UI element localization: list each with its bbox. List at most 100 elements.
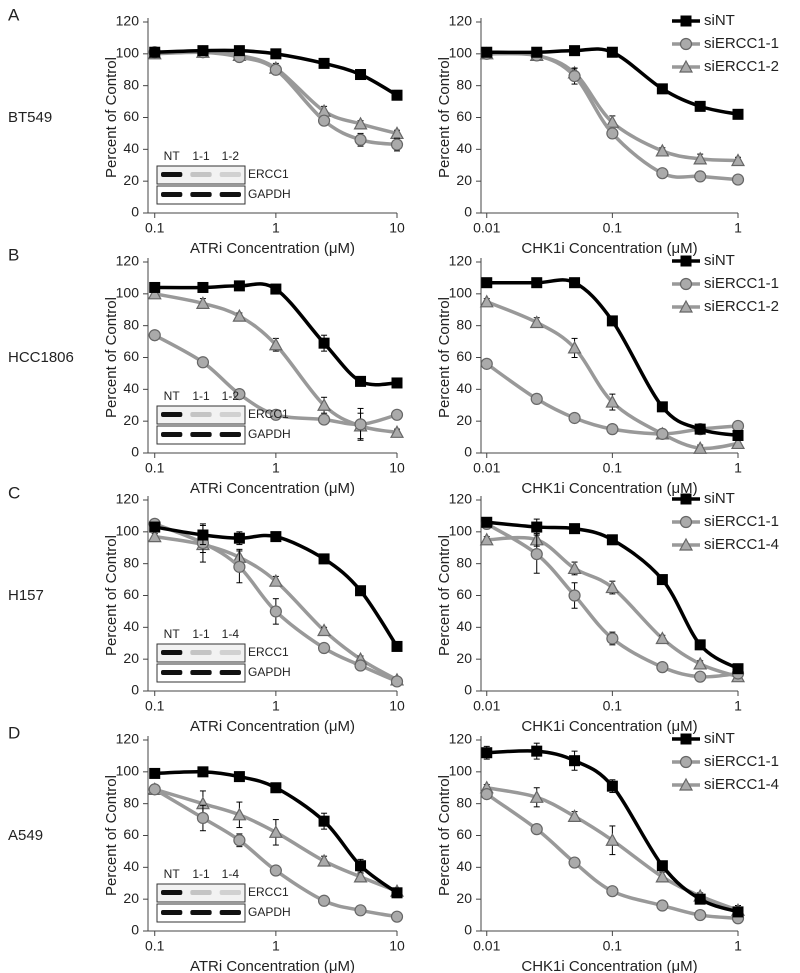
data-point [481, 516, 493, 528]
inset-protein-label: GAPDH [248, 905, 291, 919]
legend-marker [680, 733, 692, 745]
x-tick-label: 0.01 [473, 698, 500, 714]
inset-lane-label: NT [164, 627, 181, 641]
data-point [317, 853, 332, 867]
data-point [656, 860, 668, 872]
y-tick-label: 20 [123, 412, 139, 428]
data-point [732, 906, 744, 918]
data-point [530, 548, 543, 561]
y-tick-label: 40 [123, 858, 139, 874]
data-point [233, 45, 245, 57]
y-tick-label: 120 [449, 491, 473, 507]
data-point [605, 394, 620, 408]
data-point [606, 127, 619, 140]
data-point [606, 534, 618, 546]
x-axis-title: CHK1i Concentration (μM) [521, 240, 697, 257]
legend-marker [679, 277, 693, 291]
legend-marker [680, 255, 692, 267]
data-point [606, 885, 619, 898]
data-point [149, 521, 161, 533]
panel-letter: B [8, 245, 19, 264]
data-point [606, 46, 618, 58]
data-point [318, 553, 330, 565]
data-point [233, 834, 246, 847]
data-point [353, 116, 368, 130]
legend-marker [679, 37, 693, 51]
x-tick-label: 0.01 [473, 938, 500, 954]
x-axis-title: CHK1i Concentration (μM) [521, 958, 697, 973]
y-tick-label: 80 [123, 554, 139, 570]
data-point [232, 807, 247, 821]
data-point [605, 115, 620, 128]
data-point [318, 337, 330, 349]
data-point [655, 143, 670, 157]
data-point [269, 605, 282, 618]
y-tick-label: 20 [123, 890, 139, 906]
data-point [732, 663, 744, 675]
legend-label: siERCC1-2 [704, 298, 779, 315]
inset-lane-label: NT [164, 867, 181, 881]
data-point [317, 894, 331, 907]
data-point [147, 286, 162, 300]
y-tick-label: 0 [464, 444, 472, 460]
data-point [605, 580, 620, 594]
data-point [353, 869, 368, 883]
x-tick-label: 1 [734, 698, 742, 714]
y-tick-label: 0 [131, 444, 139, 460]
data-point [656, 899, 669, 912]
data-point [391, 89, 403, 101]
data-point [354, 904, 367, 917]
y-tick-label: 40 [456, 618, 472, 634]
data-point [606, 632, 619, 645]
panel-letter: D [8, 723, 20, 742]
data-point [530, 392, 543, 405]
inset-protein-label: GAPDH [248, 427, 291, 441]
inset-lane-label: 1-2 [222, 389, 240, 403]
y-tick-label: 80 [123, 794, 139, 810]
y-axis-title: Percent of Control [103, 297, 120, 418]
series-line [486, 535, 739, 679]
data-point [355, 860, 367, 872]
y-axis-title: Percent of Control [436, 775, 453, 896]
inset-protein-label: GAPDH [248, 187, 291, 201]
x-tick-label: 1 [272, 698, 280, 714]
y-tick-label: 20 [456, 650, 472, 666]
cell-line-label: BT549 [8, 109, 52, 126]
data-point [481, 277, 493, 289]
data-point [606, 315, 618, 327]
data-point [732, 429, 744, 441]
data-point [149, 46, 161, 58]
data-point [530, 823, 543, 836]
data-point [569, 277, 581, 289]
blot-band [161, 650, 183, 655]
data-point [694, 423, 706, 435]
data-point [531, 521, 543, 533]
y-tick-label: 80 [456, 794, 472, 810]
cell-line-label: A549 [8, 827, 43, 844]
legend-label: siNT [704, 252, 735, 269]
x-axis-title: ATRi Concentration (μM) [190, 240, 355, 257]
data-point [197, 529, 209, 541]
data-point [656, 574, 668, 586]
x-tick-label: 0.01 [473, 460, 500, 476]
data-point [480, 357, 493, 370]
x-tick-label: 0.1 [603, 938, 623, 954]
data-point [730, 153, 746, 167]
blot-band [219, 650, 241, 655]
inset-lane-label: 1-1 [192, 389, 210, 403]
data-point [270, 531, 282, 543]
data-point [390, 138, 404, 151]
series-line [486, 278, 739, 438]
y-tick-label: 40 [456, 140, 472, 156]
legend-label: siERCC1-4 [704, 776, 779, 793]
y-tick-label: 60 [456, 586, 472, 602]
data-point [568, 589, 581, 602]
series-line [485, 522, 739, 679]
y-tick-label: 100 [116, 285, 140, 301]
data-point [694, 893, 706, 905]
y-tick-label: 80 [456, 76, 472, 92]
legend-label: siERCC1-1 [704, 275, 779, 292]
blot-band [190, 670, 212, 675]
data-point [390, 910, 404, 923]
data-point [197, 766, 209, 778]
